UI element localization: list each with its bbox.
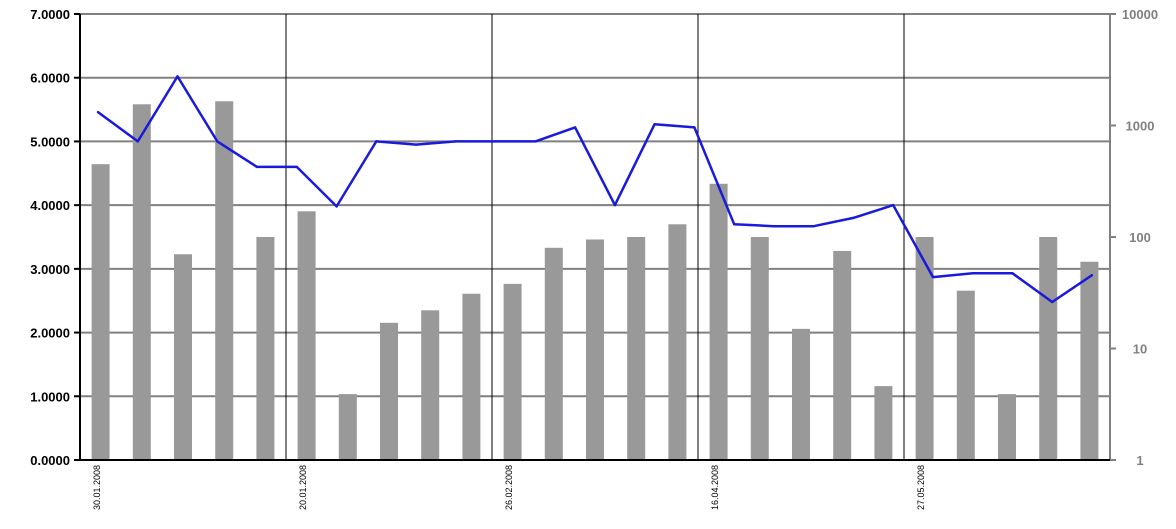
bar-9 xyxy=(462,293,481,460)
x-tick-label-2: 26.02.2008 xyxy=(504,465,514,510)
line-point-13 xyxy=(613,203,617,207)
right-tick-label-0: 1 xyxy=(1136,453,1143,468)
line-point-8 xyxy=(414,143,418,146)
line-point-3 xyxy=(216,140,219,143)
period-separators xyxy=(285,14,905,460)
line-point-12 xyxy=(573,126,577,129)
bar-6 xyxy=(338,394,357,460)
bar-10 xyxy=(503,283,522,460)
x-tick-label-4: 27.05.2008 xyxy=(916,465,926,510)
left-axis-ticks: 0.0000 1.0000 2.0000 3.0000 4.0000 5.0000 6.00… xyxy=(30,7,80,468)
bar-12 xyxy=(586,239,604,460)
line-point-6 xyxy=(335,205,338,208)
bar-13 xyxy=(627,237,646,460)
left-tick-label-3: 3.0000 xyxy=(30,262,70,277)
left-tick-label-5: 5.0000 xyxy=(30,134,70,149)
left-tick-label-0: 0.0000 xyxy=(30,453,70,468)
left-tick-label-4: 4.0000 xyxy=(30,198,70,213)
bar-19 xyxy=(874,386,893,460)
line-point-23 xyxy=(1011,272,1014,275)
line-point-4 xyxy=(255,165,259,169)
line-point-0 xyxy=(96,110,100,114)
line-point-21 xyxy=(931,275,935,279)
bar-17 xyxy=(792,328,810,460)
x-tick-label-1: 20.01.2008 xyxy=(298,465,308,510)
line-point-22 xyxy=(971,272,974,275)
left-tick-label-1: 1.0000 xyxy=(30,389,70,404)
right-axis-ticks: 1 10 100 1000 10000 xyxy=(1110,7,1158,468)
bar-series xyxy=(91,101,1099,461)
bar-0 xyxy=(91,164,110,460)
bar-21 xyxy=(956,290,975,460)
line-point-5 xyxy=(295,165,298,169)
line-point-10 xyxy=(494,140,497,143)
line-point-19 xyxy=(852,216,855,220)
bar-1 xyxy=(132,104,151,460)
right-tick-label-2: 100 xyxy=(1129,230,1151,245)
bar-4 xyxy=(256,237,275,460)
bar-16 xyxy=(750,237,769,460)
line-point-2 xyxy=(176,75,179,78)
left-tick-label-7: 7.0000 xyxy=(30,7,70,22)
bar-2 xyxy=(174,254,192,460)
bar-3 xyxy=(215,101,234,460)
bar-14 xyxy=(668,224,687,460)
line-path xyxy=(97,75,1093,304)
line-point-1 xyxy=(136,140,139,143)
line-point-25 xyxy=(1090,274,1094,277)
bar-15 xyxy=(709,183,728,461)
bar-5 xyxy=(297,211,316,460)
line-point-16 xyxy=(732,223,736,226)
line-point-15 xyxy=(693,126,696,129)
left-tick-label-2: 2.0000 xyxy=(30,326,70,341)
x-tick-label-3: 16.04.2008 xyxy=(710,465,720,510)
line-point-11 xyxy=(534,140,537,143)
bar-24 xyxy=(1080,261,1099,460)
line-point-20 xyxy=(892,203,895,207)
bar-22 xyxy=(998,394,1016,460)
bar-18 xyxy=(833,250,852,460)
right-tick-label-4: 10000 xyxy=(1122,7,1158,22)
right-tick-label-1: 10 xyxy=(1133,342,1147,357)
bar-20 xyxy=(915,237,934,460)
line-point-24 xyxy=(1051,300,1054,304)
bar-7 xyxy=(380,322,398,460)
bar-23 xyxy=(1039,237,1058,460)
bar-8 xyxy=(421,310,440,460)
x-axis-ticks: 30.01.2008 20.01.2008 26.02.2008 16.04.2008… xyxy=(92,465,926,510)
x-tick-label-0: 30.01.2008 xyxy=(92,465,102,510)
line-series xyxy=(96,75,1094,304)
line-point-14 xyxy=(653,123,656,126)
left-tick-label-6: 6.0000 xyxy=(30,71,70,86)
line-point-9 xyxy=(454,140,458,143)
line-point-7 xyxy=(375,140,378,143)
right-tick-label-3: 1000 xyxy=(1126,119,1155,134)
line-point-17 xyxy=(772,224,776,228)
line-point-18 xyxy=(812,224,815,228)
bar-11 xyxy=(544,247,563,460)
